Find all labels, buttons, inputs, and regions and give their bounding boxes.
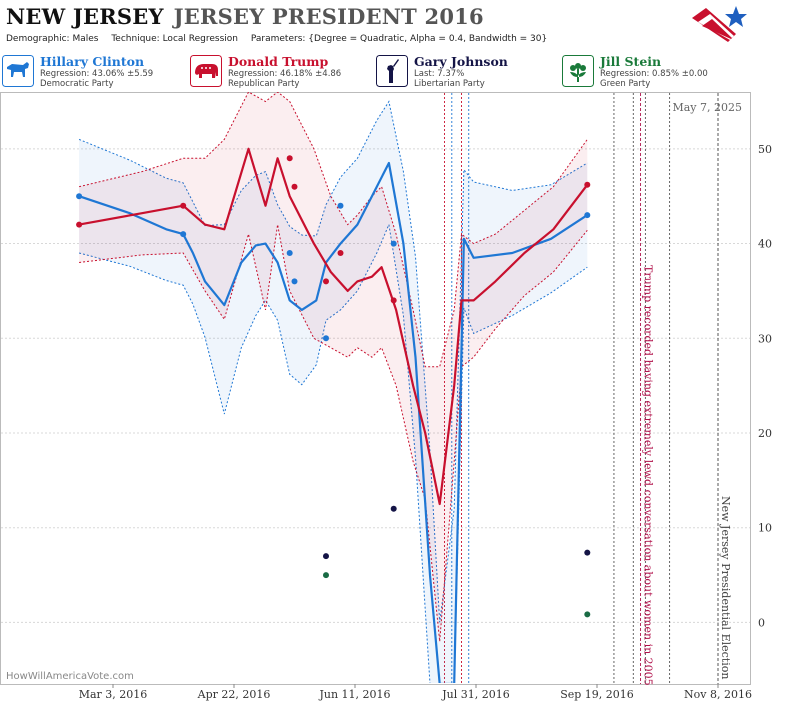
chart-parameters: Demographic: Males Technique: Local Regr…: [6, 34, 547, 44]
date-label: May 7, 2025: [672, 101, 742, 114]
poll-chart: 0 10 20 30 40 50 Mar 3, 2016 Apr 22, 2016 Jun 1…: [0, 92, 772, 701]
regression-lines: [78, 147, 589, 683]
poll-point: [180, 202, 187, 209]
x-tick-label: Jul 31, 2016: [441, 688, 510, 701]
candidate-stat: Regression: 46.18% ±4.86: [228, 69, 342, 79]
technique-label: Technique:: [111, 34, 160, 44]
candidate-card-stein[interactable]: Jill Stein Regression: 0.85% ±0.00 Green…: [562, 54, 748, 90]
race-title: JERSEY PRESIDENT 2016: [173, 4, 484, 29]
chart-header: NEW JERSEY JERSEY PRESIDENT 2016 Demograp…: [0, 0, 789, 92]
x-tick-label: Sep 19, 2016: [560, 688, 634, 701]
x-tick-label: Jun 11, 2016: [318, 688, 390, 701]
x-tick-label: Nov 8, 2016: [684, 688, 752, 701]
parameters-value: {Degree = Quadratic, Alpha = 0.4, Bandwi…: [308, 34, 548, 44]
poll-point: [584, 181, 591, 188]
poll-point: [337, 202, 344, 209]
y-tick-label: 50: [758, 143, 772, 156]
poll-point: [76, 221, 83, 228]
y-tick-label: 40: [758, 238, 772, 251]
y-tick-label: 20: [758, 427, 772, 440]
y-tick-label: 10: [758, 522, 772, 535]
y-axis: 0 10 20 30 40 50: [758, 143, 772, 630]
poll-point: [390, 240, 397, 247]
poll-point: [584, 212, 591, 219]
poll-point: [584, 549, 591, 556]
state-title: NEW JERSEY: [6, 4, 164, 29]
poll-point: [76, 193, 83, 200]
candidate-name: Donald Trump: [228, 54, 329, 69]
band-upper: [78, 100, 588, 623]
page-title: NEW JERSEY JERSEY PRESIDENT 2016: [6, 4, 484, 29]
candidate-name: Hillary Clinton: [40, 54, 145, 69]
poll-point: [180, 231, 187, 238]
confidence-bands: [78, 92, 588, 683]
poll-point: [323, 278, 329, 285]
parameters-label: Parameters:: [250, 34, 306, 44]
candidate-stat: Regression: 0.85% ±0.00: [600, 69, 708, 79]
x-tick-label: Apr 22, 2016: [197, 688, 271, 701]
poll-point: [286, 250, 293, 256]
candidate-stat: Regression: 43.06% ±5.59: [40, 69, 154, 79]
poll-point: [337, 250, 344, 256]
regression-line: [78, 147, 589, 506]
candidate-card-clinton[interactable]: Hillary Clinton Regression: 43.06% ±5.59…: [2, 54, 188, 90]
band-upper: [78, 92, 588, 368]
poll-point: [291, 278, 298, 285]
elephant-icon: [190, 55, 222, 87]
x-tick-label: Mar 3, 2016: [79, 688, 148, 701]
candidate-stat: Last: 7.37%: [414, 69, 465, 79]
grid: [1, 148, 750, 623]
candidate-party: Republican Party: [228, 79, 300, 89]
candidate-party: Green Party: [600, 79, 651, 89]
poll-point: [323, 572, 329, 579]
candidate-party: Democratic Party: [40, 79, 114, 89]
annotation-label: New Jersey Presidential Election: [719, 496, 732, 679]
y-tick-label: 30: [758, 332, 772, 345]
poll-points: [76, 155, 591, 618]
band-lower: [78, 222, 588, 683]
flower-icon: [562, 55, 594, 87]
poll-point: [291, 183, 298, 190]
candidate-card-johnson[interactable]: Gary Johnson Last: 7.37% Libertarian Par…: [376, 54, 562, 90]
annotation-label: Trump recorded having extremely lewd con…: [642, 265, 655, 686]
candidate-name: Gary Johnson: [414, 54, 508, 69]
technique-value: Local Regression: [162, 34, 238, 44]
candidate-party: Libertarian Party: [414, 79, 485, 89]
poll-point: [584, 611, 591, 618]
band-lower: [79, 224, 588, 642]
event-lines: [444, 93, 671, 684]
poll-point: [390, 297, 397, 304]
poll-point: [323, 553, 329, 560]
demographic-label: Demographic:: [6, 34, 70, 44]
x-axis: Mar 3, 2016 Apr 22, 2016 Jun 11, 2016 Jul 3…: [79, 684, 752, 701]
demographic-value: Males: [72, 34, 99, 44]
confidence-band: [79, 92, 588, 642]
poll-point: [286, 155, 293, 162]
watermark: HowWillAmericaVote.com: [6, 671, 134, 682]
poll-point: [323, 335, 329, 342]
y-tick-label: 0: [758, 616, 765, 629]
annotations: Trump recorded having extremely lewd con…: [640, 93, 732, 686]
candidate-card-trump[interactable]: Donald Trump Regression: 46.18% ±4.86 Re…: [190, 54, 376, 90]
confidence-band: [79, 101, 588, 683]
site-logo-icon[interactable]: [688, 4, 748, 48]
liberty-icon: [376, 55, 408, 87]
candidate-name: Jill Stein: [600, 54, 662, 69]
poll-point: [390, 505, 397, 512]
donkey-icon: [2, 55, 34, 87]
